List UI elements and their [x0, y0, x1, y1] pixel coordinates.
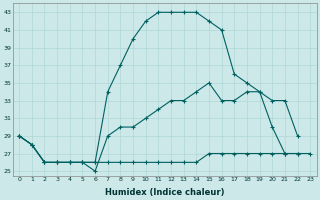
- X-axis label: Humidex (Indice chaleur): Humidex (Indice chaleur): [105, 188, 224, 197]
